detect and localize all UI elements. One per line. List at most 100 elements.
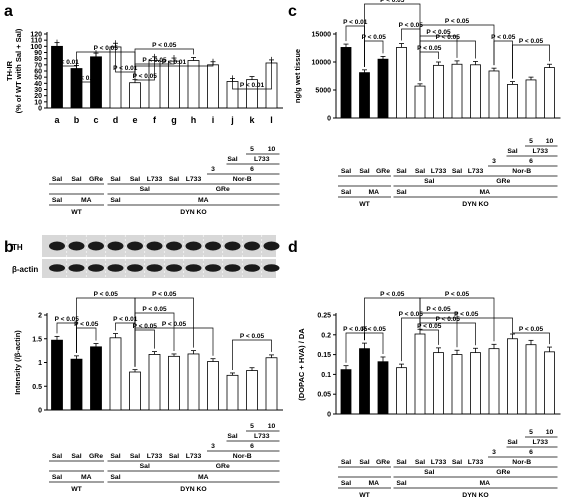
bar-a <box>340 47 352 119</box>
p-value-label: P < 0.05 <box>74 75 99 82</box>
norb-label: Nor-B <box>233 453 252 460</box>
bar-f <box>148 354 161 411</box>
actin-band <box>224 264 241 272</box>
y-tick-label: 1.5 <box>32 336 42 343</box>
significance-bracket <box>512 44 550 79</box>
bar-c <box>377 58 389 119</box>
group-wt: WT <box>71 486 82 493</box>
p-value-label: P < 0.05 <box>343 326 368 333</box>
y-tick-label: 0 <box>38 106 42 113</box>
bar-k <box>525 344 537 415</box>
significance-bracket <box>419 297 495 342</box>
dose-10: 10 <box>546 138 554 145</box>
group-wt: WT <box>71 209 82 216</box>
actin-band <box>107 264 124 272</box>
treatment-label: Sal <box>52 176 62 183</box>
treatment-label: Sal <box>52 453 62 460</box>
p-value-label: P < 0.05 <box>491 34 516 41</box>
th-band <box>88 241 104 251</box>
group-dynko: DYN KO <box>462 201 488 208</box>
treatment-label: GRe <box>89 453 103 460</box>
actin-band <box>166 264 182 272</box>
p-value-label: P < 0.05 <box>417 45 442 52</box>
p-value-label: P < 0.05 <box>133 323 158 330</box>
p-value-label: P < 0.05 <box>142 57 167 64</box>
gre-label: GRe <box>496 469 510 476</box>
th-band <box>146 241 163 251</box>
significance-bracket <box>364 297 421 341</box>
y-tick-label: 5000 <box>315 88 331 95</box>
bar-e <box>129 82 141 109</box>
p-value-label: P < 0.01 <box>240 82 265 89</box>
actin-band <box>49 264 65 272</box>
treatment-label: Sal <box>359 168 369 175</box>
sal-label: Sal <box>110 474 120 481</box>
bar-letter-e: e <box>132 115 137 125</box>
bar-letter-f: f <box>153 115 157 125</box>
treatment-label: Sal <box>169 453 179 460</box>
treatment-label: Sal <box>71 453 81 460</box>
sal-right-label: Sal <box>507 148 517 155</box>
sal-label: Sal <box>341 480 351 487</box>
p-value-label: P < 0.05 <box>436 316 461 323</box>
th-band <box>244 241 260 251</box>
y-tick-label: 0.1 <box>321 372 331 379</box>
y-tick-label: 110 <box>31 38 42 45</box>
treatment-label: Sal <box>130 453 140 460</box>
p-value-label: P < 0.05 <box>380 291 405 298</box>
y-tick-label: 0 <box>38 408 42 415</box>
bar-d <box>396 367 407 415</box>
gre-label: GRe <box>216 186 230 193</box>
significance-bracket <box>419 326 439 345</box>
dose-3: 3 <box>211 166 215 173</box>
p-value-label: P < 0.05 <box>133 73 158 80</box>
bar-g <box>451 63 463 119</box>
ma-label: MA <box>479 189 490 196</box>
p-value-label: P < 0.05 <box>142 306 167 313</box>
panel-label-b: b <box>4 239 14 256</box>
bar-letter-b: b <box>74 115 80 125</box>
ma-label: MA <box>198 474 209 481</box>
bar-letter-a: a <box>54 115 60 125</box>
bar-h <box>187 353 200 411</box>
blot-label-th: TH <box>12 243 23 252</box>
ma-label: MA <box>479 480 490 487</box>
p-value-label: P < 0.05 <box>55 316 80 323</box>
bar-f <box>433 352 444 415</box>
p-value-label: P < 0.01 <box>55 59 80 66</box>
l733-right-label: L733 <box>533 439 549 446</box>
p-value-label: P < 0.05 <box>519 326 544 333</box>
treatment-label: Sal <box>415 168 425 175</box>
actin-band <box>263 264 280 272</box>
treatment-label: Sal <box>110 176 120 183</box>
th-band <box>107 241 124 251</box>
dose-6: 6 <box>529 158 533 165</box>
significance-bracket <box>419 317 513 332</box>
bar-e <box>414 85 426 119</box>
th-band <box>68 241 85 251</box>
l733-right-label: L733 <box>533 148 549 155</box>
y-tick-label: 15000 <box>312 32 332 39</box>
norb-label: Nor-B <box>233 176 252 183</box>
bar-c <box>377 361 389 415</box>
l733-right-label: L733 <box>254 433 270 440</box>
group-wt: WT <box>359 201 370 208</box>
panel-label-c: c <box>288 3 297 20</box>
ma-label: MA <box>198 197 209 204</box>
blot-bands <box>49 235 280 278</box>
p-value-label: P < 0.05 <box>445 18 470 25</box>
sal-label: Sal <box>396 189 406 196</box>
sal-label: Sal <box>341 189 351 196</box>
p-value-label: P < 0.05 <box>94 45 119 52</box>
dose-10: 10 <box>546 429 554 436</box>
y-axis-label: (DOPAC + HVA) / DA <box>297 328 306 401</box>
actin-band <box>127 264 143 272</box>
blot-label-actin: β-actin <box>12 265 38 274</box>
panel-label-a: a <box>4 3 13 20</box>
ma-label: MA <box>81 474 92 481</box>
gre-label: GRe <box>496 178 510 185</box>
dose-6: 6 <box>250 166 254 173</box>
bar-g <box>168 355 180 411</box>
